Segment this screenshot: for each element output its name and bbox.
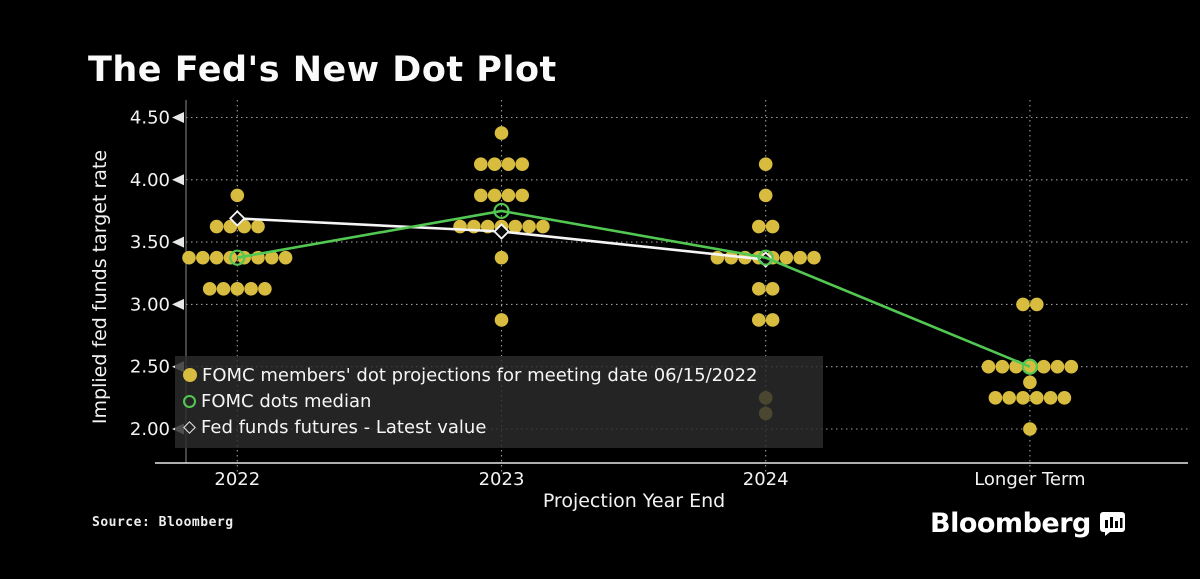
- fomc-dot: [765, 282, 780, 296]
- fomc-dot: [487, 157, 502, 172]
- fomc-dot: [265, 250, 279, 265]
- legend-item-fomc-dots: FOMC members' dot projections for meetin…: [183, 362, 813, 388]
- fomc-dot: [501, 157, 516, 172]
- fomc-dot: [1057, 391, 1072, 405]
- fomc-dot: [278, 250, 293, 265]
- fomc-dot: [752, 313, 766, 327]
- y-tick-label: 4.00: [130, 170, 170, 191]
- bar-chart-bubble-icon: [1099, 511, 1125, 536]
- fomc-dot: [515, 157, 529, 172]
- legend-item-futures: Fed funds futures - Latest value: [183, 414, 813, 440]
- fomc-dot: [258, 282, 272, 296]
- fomc-dot: [244, 282, 258, 296]
- fomc-dot: [1016, 391, 1030, 405]
- x-tick-label: 2022: [214, 469, 260, 490]
- fomc-dot: [209, 219, 224, 234]
- fomc-dot: [1050, 359, 1065, 374]
- median-marker-icon: [229, 249, 246, 266]
- y-tick-arrow-icon: [172, 112, 184, 123]
- fomc-dot: [1016, 297, 1030, 312]
- fomc-dot: [216, 282, 231, 296]
- x-axis-title: Projection Year End: [542, 490, 726, 512]
- legend-label: FOMC dots median: [201, 390, 372, 412]
- bloomberg-wordmark: Bloomberg: [930, 508, 1091, 539]
- fomc-dot: [508, 219, 523, 234]
- source-attribution: Source: Bloomberg: [92, 515, 234, 530]
- y-tick-label: 2.00: [130, 419, 170, 440]
- fomc-dot: [230, 282, 245, 296]
- fomc-dot: [209, 250, 224, 265]
- chart-title: The Fed's New Dot Plot: [88, 50, 557, 90]
- open-diamond-icon: [183, 420, 196, 434]
- filled-dot-icon: [183, 368, 197, 382]
- fomc-dot: [1030, 297, 1044, 312]
- fomc-dot: [752, 282, 766, 296]
- x-tick-label: 2024: [743, 469, 789, 490]
- fomc-dot: [981, 359, 996, 374]
- fomc-dot: [765, 313, 780, 327]
- fomc-dot: [474, 188, 488, 203]
- futures-marker-icon: [493, 223, 510, 240]
- fomc-dot: [988, 391, 1003, 405]
- fomc-dot: [793, 250, 807, 265]
- x-tick-label: Longer Term: [974, 469, 1085, 490]
- y-tick-arrow-icon: [172, 174, 184, 186]
- y-tick-label: 3.00: [130, 294, 170, 315]
- legend-label: FOMC members' dot projections for meetin…: [202, 364, 758, 386]
- y-tick-arrow-icon: [172, 236, 184, 248]
- fomc-dot: [1030, 391, 1044, 405]
- fomc-dot: [230, 188, 245, 203]
- fomc-dot: [494, 313, 509, 327]
- futures-marker-icon: [228, 210, 246, 227]
- fomc-dot: [474, 157, 488, 172]
- fomc-dot: [765, 219, 780, 234]
- fomc-dot: [487, 188, 502, 203]
- fomc-dot: [1002, 391, 1016, 405]
- fomc-dot: [196, 250, 210, 265]
- open-circle-icon: [183, 394, 196, 408]
- y-tick-label: 2.50: [130, 357, 170, 378]
- fomc-dot: [182, 250, 196, 265]
- legend-label: Fed funds futures - Latest value: [201, 416, 487, 438]
- fomc-dot: [1043, 391, 1058, 405]
- fomc-dot: [779, 250, 794, 265]
- fomc-dot: [522, 219, 536, 234]
- median-line: [237, 209, 1031, 368]
- median-marker-icon: [1021, 358, 1039, 375]
- fomc-dot: [1036, 359, 1051, 374]
- fomc-dot: [752, 219, 766, 234]
- fomc-dot: [1023, 375, 1037, 390]
- fomc-dot: [807, 250, 821, 265]
- fomc-dot: [1064, 359, 1079, 374]
- fomc-dot: [494, 250, 509, 265]
- y-tick-label: 3.50: [130, 232, 170, 253]
- fomc-dot: [202, 282, 217, 296]
- median-marker-icon: [757, 249, 774, 266]
- median-marker-icon: [493, 202, 510, 220]
- fomc-dot: [494, 126, 509, 140]
- bloomberg-logo: Bloomberg: [930, 508, 1125, 539]
- fomc-dot: [536, 219, 550, 234]
- fomc-dot: [995, 359, 1010, 374]
- fomc-dot: [453, 219, 467, 234]
- fomc-dot: [1023, 422, 1037, 436]
- fomc-dot: [758, 157, 773, 172]
- legend-item-median: FOMC dots median: [183, 388, 813, 414]
- fomc-dot: [758, 188, 773, 203]
- y-tick-label: 4.50: [130, 108, 170, 129]
- fomc-dot: [251, 219, 265, 234]
- x-tick-label: 2023: [479, 469, 525, 490]
- fomc-dot: [501, 188, 516, 203]
- y-tick-arrow-icon: [172, 298, 184, 310]
- y-axis-title: Implied fed funds target rate: [89, 149, 111, 425]
- fomc-dot: [515, 188, 529, 203]
- legend: FOMC members' dot projections for meetin…: [175, 356, 823, 448]
